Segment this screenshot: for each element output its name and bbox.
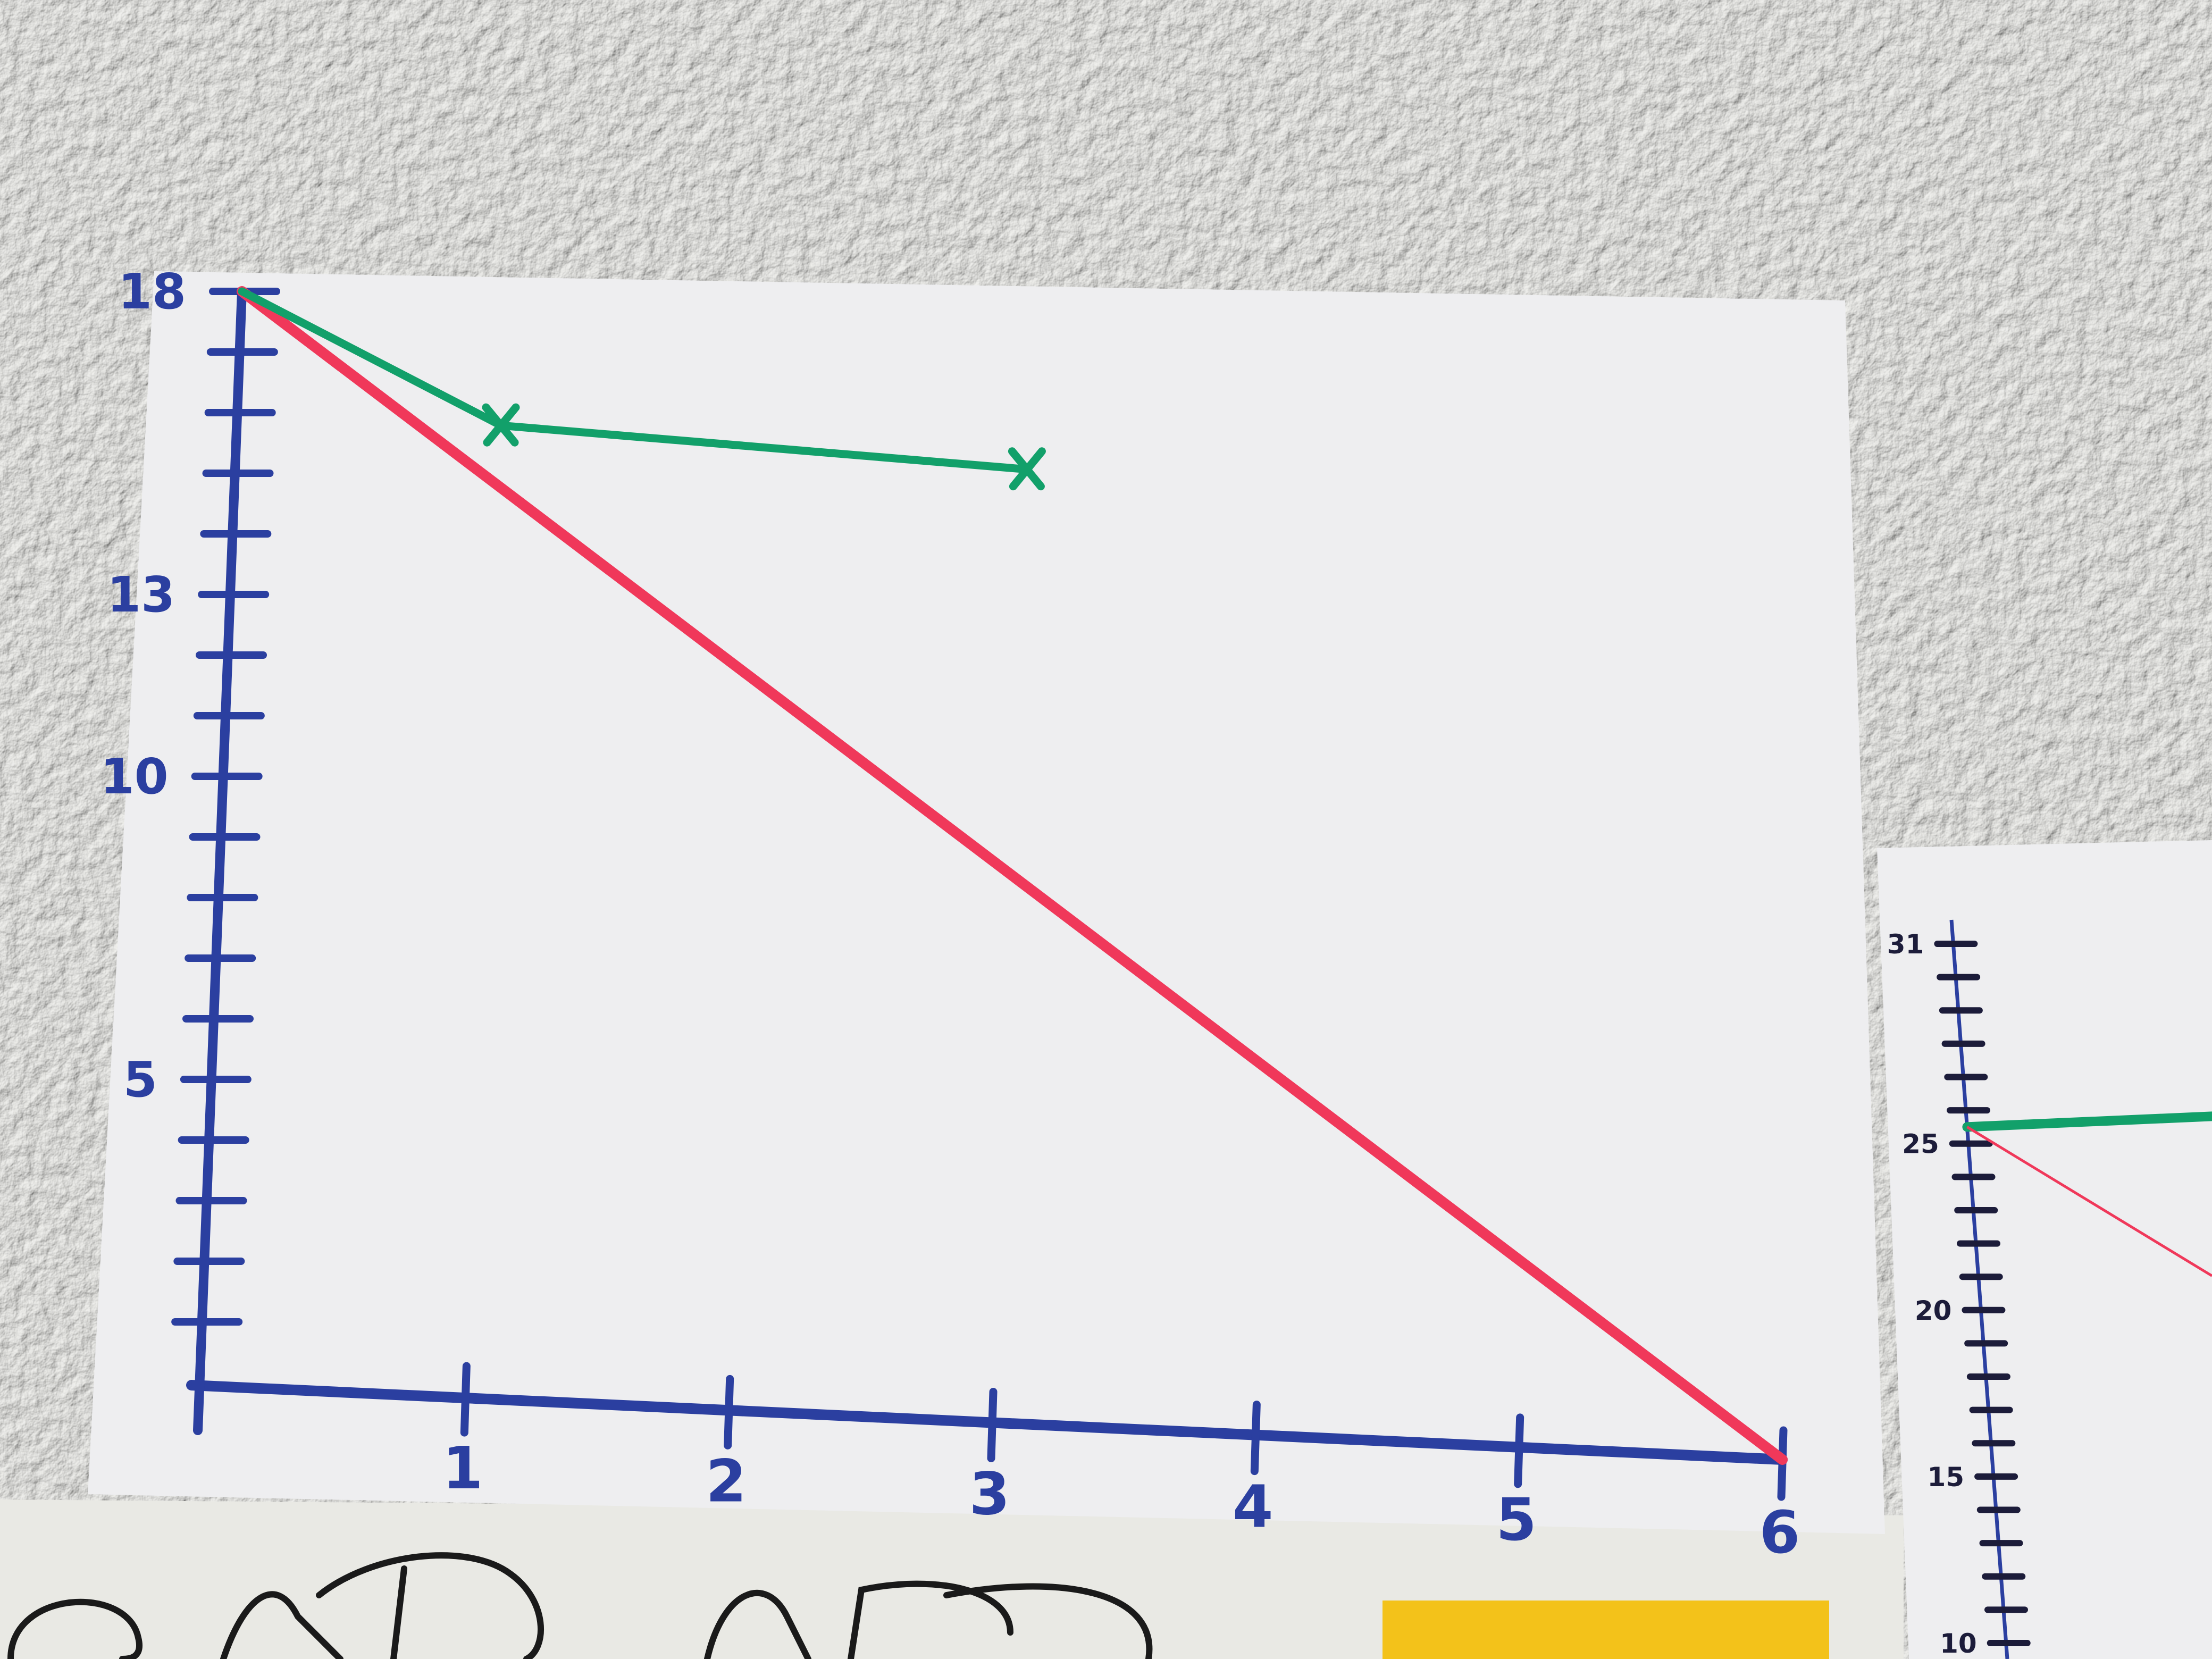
marker-stroke: [483, 403, 520, 447]
right-chart: 31 25 20 15 10: [1887, 919, 2212, 1659]
right-chart-y-tick-label: 31: [1887, 929, 1924, 960]
x-tick-label: 4: [1233, 1473, 1273, 1541]
marker-stroke: [1009, 447, 1046, 491]
main-burndown-chart: 5 10 13 18 1 2 3 4 5 6: [100, 263, 1800, 1566]
x-axis-tick: [1250, 1401, 1261, 1476]
right-chart-y-tick-label: 15: [1927, 1462, 1964, 1493]
x-axis-tick: [1514, 1413, 1524, 1488]
x-axis-tick: [460, 1362, 471, 1437]
x-tick-label: 1: [442, 1434, 483, 1502]
y-tick-label: 13: [107, 566, 175, 623]
y-tick-label: 18: [118, 263, 186, 320]
right-chart-green-series-line: [1962, 1111, 2212, 1132]
right-paper-sheet: [1877, 840, 2212, 1659]
right-chart-paper: 31 25 20 15 10: [1877, 840, 2212, 1659]
handwriting-scribble: [7, 1552, 1153, 1659]
sticky-note: [1382, 1601, 1829, 1659]
y-tick-label: 10: [100, 748, 169, 805]
y-axis-line: [193, 287, 247, 1435]
x-tick-label: 3: [969, 1460, 1010, 1528]
x-tick-label: 5: [1496, 1486, 1537, 1554]
right-chart-y-tick-label: 10: [1940, 1628, 1977, 1659]
lower-paper: [0, 1499, 1904, 1659]
right-chart-y-tick-label: 25: [1902, 1129, 1939, 1160]
green-series-point-marker: [1008, 447, 1046, 491]
main-paper-sheet: [88, 271, 1885, 1534]
right-chart-red-series-line: [1966, 1126, 2212, 1277]
red-series-line: [237, 286, 1788, 1465]
right-chart-y-tick-label: 20: [1915, 1295, 1952, 1326]
y-tick-label: 5: [123, 1051, 157, 1108]
x-tick-label: 2: [706, 1447, 747, 1515]
x-axis-tick: [987, 1388, 998, 1462]
green-series-point-marker: [482, 403, 520, 447]
x-axis-tick: [724, 1375, 734, 1449]
main-chart-paper: 5 10 13 18 1 2 3 4 5 6: [88, 263, 1885, 1566]
x-tick-label: 6: [1759, 1498, 1800, 1566]
